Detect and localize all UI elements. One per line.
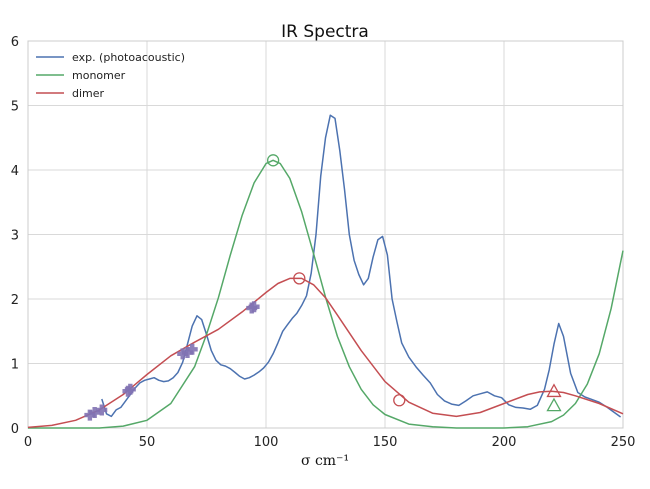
y-tick-label: 6 (11, 35, 19, 50)
y-tick-label: 2 (11, 293, 19, 308)
x-tick-label: 0 (24, 435, 32, 450)
exp-plus-marker (89, 407, 101, 419)
grid (27, 40, 624, 429)
exp-plus-marker (181, 347, 193, 359)
plot-frame (27, 40, 624, 429)
monomer-triangle-marker (546, 397, 562, 412)
y-tick-label: 1 (11, 358, 19, 373)
x-tick-label: 150 (373, 435, 398, 450)
legend: exp. (photoacoustic) monomer dimer (36, 51, 185, 100)
dimer-series-line (27, 277, 624, 429)
chart-title: IR Spectra (281, 22, 369, 42)
series-layer (27, 114, 624, 429)
exp-series-line (101, 114, 622, 418)
dimer-circle-marker (393, 394, 406, 407)
x-axis-label: σ cm⁻¹ (301, 453, 349, 469)
monomer-circle-marker (266, 154, 280, 167)
marker-layer (84, 154, 562, 421)
x-tick-label: 200 (492, 435, 517, 450)
y-tick-label: 5 (11, 100, 19, 115)
x-tick-label: 50 (139, 435, 156, 450)
x-tick-label: 250 (611, 435, 636, 450)
x-tick-label: 100 (254, 435, 279, 450)
legend-label: dimer (72, 87, 105, 100)
exp-plus-marker (124, 383, 136, 395)
legend-label: exp. (photoacoustic) (72, 51, 185, 64)
y-tick-label: 0 (11, 422, 19, 437)
legend-label: monomer (72, 69, 126, 82)
exp-plus-marker (248, 301, 260, 313)
dimer-triangle-marker (546, 383, 562, 398)
y-tick-label: 3 (11, 229, 19, 244)
exp-plus-marker (96, 404, 108, 416)
tick-labels: 0 50 100 150 200 250 0 1 2 3 4 5 6 (11, 35, 636, 450)
monomer-series-line (28, 159, 624, 429)
exp-plus-marker (84, 409, 96, 421)
exp-plus-marker (186, 343, 198, 355)
dimer-circle-marker (293, 272, 306, 285)
y-tick-label: 4 (11, 164, 19, 179)
